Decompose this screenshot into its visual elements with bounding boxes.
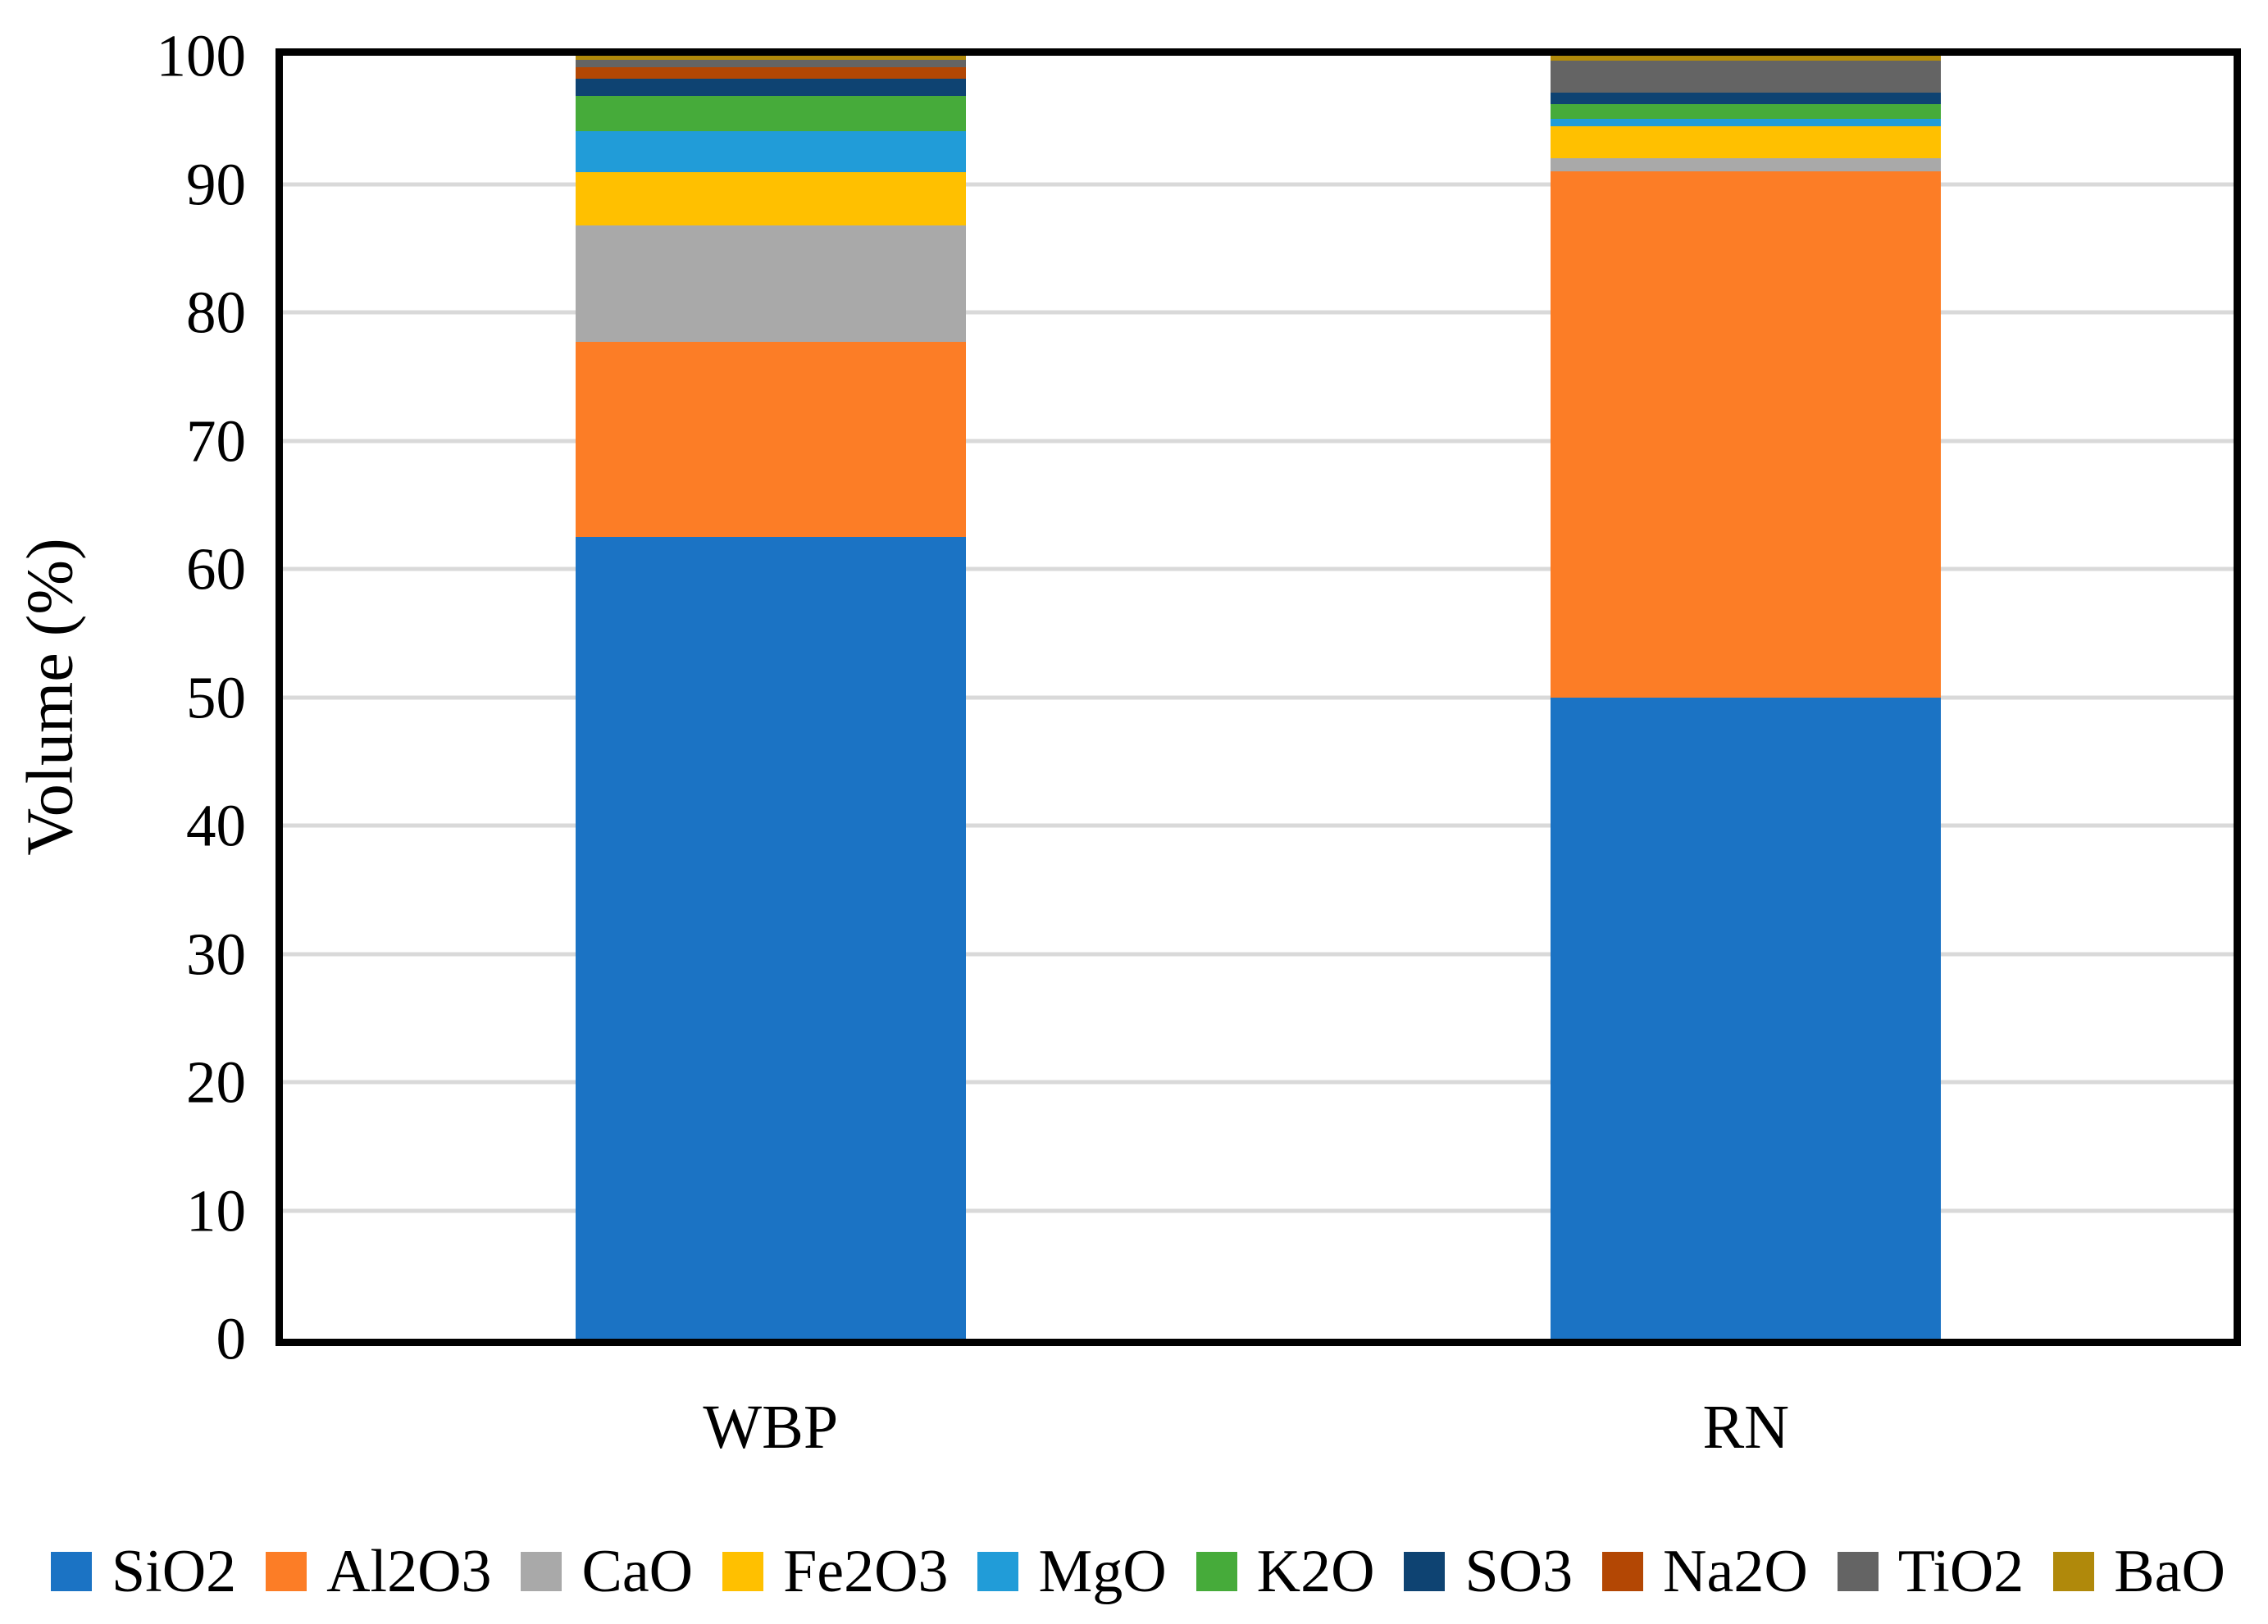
legend-swatch-Na2O — [1602, 1552, 1644, 1591]
legend-swatch-SO3 — [1404, 1552, 1446, 1591]
category-label-WBP: WBP — [703, 1393, 839, 1462]
bar-segment-WBP-TiO2 — [575, 59, 966, 68]
y-tick-label-50: 50 — [186, 664, 246, 730]
legend-swatch-CaO — [521, 1552, 562, 1591]
y-tick-label-0: 0 — [216, 1305, 247, 1372]
bar-segment-RN-CaO — [1551, 158, 1942, 171]
legend-item-K2O: K2O — [1195, 1538, 1375, 1605]
bar-segment-RN-Al2O3 — [1551, 171, 1942, 698]
legend-item-MgO: MgO — [977, 1538, 1167, 1605]
y-tick-label-40: 40 — [186, 792, 246, 859]
legend-swatch-TiO2 — [1837, 1552, 1879, 1591]
legend-label-CaO: CaO — [581, 1538, 694, 1605]
legend: SiO2 Al2O3 CaO Fe2O3 MgO K2O SO3 Na2O TiO2 BaO — [51, 1541, 2225, 1602]
y-tick-label-30: 30 — [186, 921, 246, 987]
bar-segment-RN-MgO — [1551, 118, 1942, 127]
gridline-80 — [283, 310, 2234, 315]
category-label-RN: RN — [1702, 1393, 1790, 1462]
legend-label-Fe2O3: Fe2O3 — [783, 1538, 949, 1605]
legend-swatch-MgO — [977, 1552, 1019, 1591]
bar-segment-RN-BaO — [1551, 56, 1942, 61]
legend-swatch-Fe2O3 — [722, 1552, 764, 1591]
legend-item-SO3: SO3 — [1404, 1541, 1573, 1602]
stacked-bar-RN — [1551, 56, 1942, 1339]
y-tick-label-100: 100 — [156, 22, 247, 89]
y-tick-label-60: 60 — [186, 535, 246, 603]
gridline-10 — [283, 1208, 2234, 1212]
bar-segment-RN-Fe2O3 — [1551, 126, 1942, 159]
plot-area — [276, 48, 2241, 1346]
y-tick-label-20: 20 — [186, 1049, 246, 1116]
legend-item-TiO2: TiO2 — [1837, 1538, 2024, 1605]
legend-swatch-Al2O3 — [266, 1552, 307, 1591]
legend-label-SiO2: SiO2 — [112, 1538, 237, 1605]
bar-segment-RN-SO3 — [1551, 93, 1942, 105]
bar-segment-WBP-BaO — [575, 56, 966, 60]
y-tick-label-90: 90 — [186, 151, 246, 217]
y-tick-label-80: 80 — [186, 279, 246, 346]
legend-label-BaO: BaO — [2114, 1538, 2225, 1605]
y-tick-label-70: 70 — [186, 407, 246, 474]
bar-segment-WBP-K2O — [575, 95, 966, 132]
bar-segment-WBP-SiO2 — [575, 536, 966, 1339]
legend-item-Na2O: Na2O — [1602, 1541, 1808, 1602]
legend-item-Fe2O3: Fe2O3 — [722, 1538, 949, 1605]
bar-segment-WBP-Fe2O3 — [575, 172, 966, 225]
legend-item-CaO: CaO — [521, 1541, 693, 1602]
bar-segment-WBP-Na2O — [575, 67, 966, 80]
bar-segment-RN-SiO2 — [1551, 697, 1942, 1339]
legend-swatch-K2O — [1195, 1552, 1237, 1591]
legend-label-TiO2: TiO2 — [1897, 1538, 2024, 1605]
legend-item-Al2O3: Al2O3 — [266, 1538, 492, 1605]
gridline-40 — [283, 823, 2234, 828]
bar-segment-RN-K2O — [1551, 104, 1942, 119]
gridline-70 — [283, 439, 2234, 443]
gridline-90 — [283, 182, 2234, 186]
legend-swatch-SiO2 — [51, 1552, 92, 1591]
legend-item-SiO2: SiO2 — [51, 1541, 236, 1602]
legend-label-Al2O3: Al2O3 — [326, 1538, 492, 1605]
legend-swatch-BaO — [2053, 1552, 2095, 1591]
y-tick-label-10: 10 — [186, 1177, 246, 1244]
gridline-60 — [283, 566, 2234, 571]
stacked-bar-WBP — [575, 56, 966, 1339]
bar-segment-WBP-SO3 — [575, 79, 966, 96]
gridline-50 — [283, 695, 2234, 699]
legend-label-MgO: MgO — [1038, 1538, 1167, 1605]
bar-segment-WBP-MgO — [575, 131, 966, 173]
bar-segment-RN-TiO2 — [1551, 61, 1942, 93]
gridline-30 — [283, 952, 2234, 956]
legend-label-SO3: SO3 — [1464, 1538, 1573, 1605]
legend-label-K2O: K2O — [1256, 1538, 1375, 1605]
bar-segment-WBP-Al2O3 — [575, 342, 966, 537]
gridline-20 — [283, 1080, 2234, 1085]
bar-segment-WBP-CaO — [575, 225, 966, 342]
legend-item-BaO: BaO — [2053, 1541, 2225, 1602]
legend-label-Na2O: Na2O — [1663, 1538, 1808, 1605]
